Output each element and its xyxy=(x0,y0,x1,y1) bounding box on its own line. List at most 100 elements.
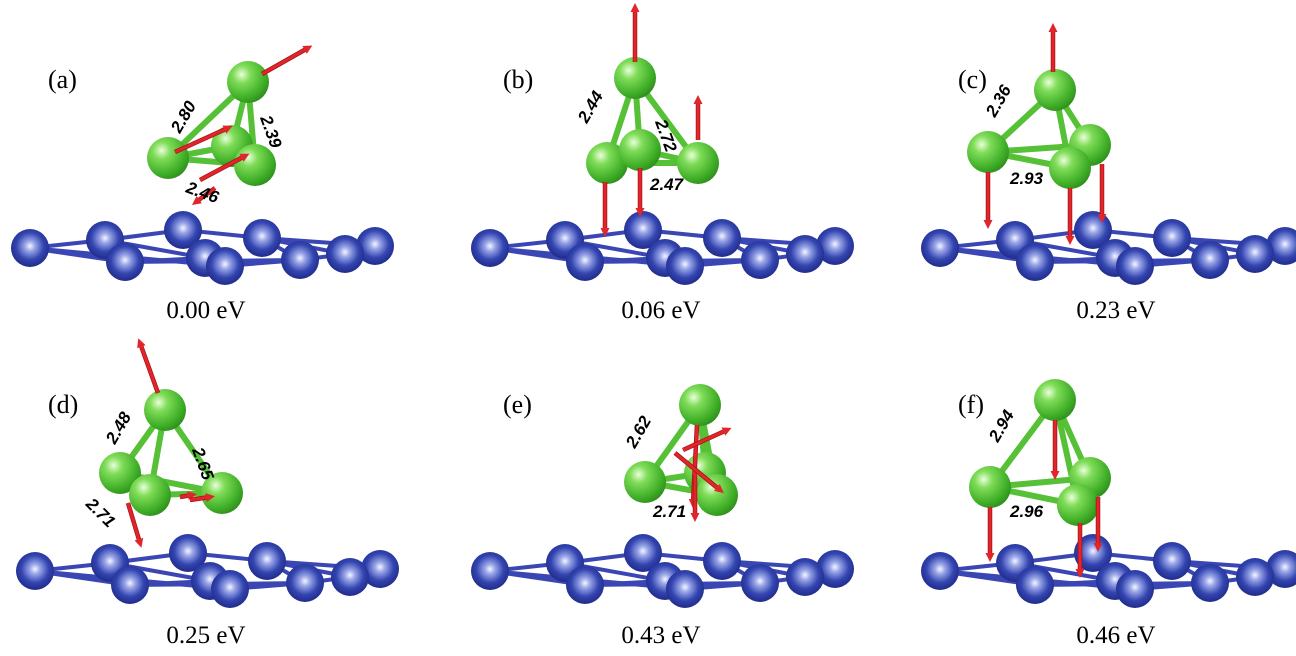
substrate-atom xyxy=(1191,241,1229,279)
energy-caption: 0.06 eV xyxy=(621,297,700,324)
bond-length-label: 2.46 xyxy=(183,178,222,208)
energy-caption: 0.43 eV xyxy=(621,622,700,649)
bond-length-label: 2.71 xyxy=(652,502,686,521)
cluster-atom xyxy=(696,474,738,516)
cluster-atom xyxy=(201,472,243,514)
panel-b: 2.442.722.47(b)0.06 eV xyxy=(471,3,854,324)
cluster-atom xyxy=(679,384,721,426)
substrate-atom xyxy=(281,241,319,279)
substrate-atom xyxy=(666,570,704,608)
substrate-atom xyxy=(106,243,144,281)
displacement-arrow xyxy=(174,125,233,154)
substrate-atom xyxy=(1116,247,1154,285)
cluster-atom xyxy=(614,57,656,99)
panel-a: 2.80 2.392.46(a)0.00 eV xyxy=(11,45,394,324)
cluster-atom xyxy=(1034,69,1076,111)
substrate-atom xyxy=(1236,558,1274,596)
panel-d: 2.48 2.65 2.71 (d) 0.25 eV xyxy=(16,338,399,649)
displacement-arrow xyxy=(126,502,144,548)
bond-length-label: 2.96 xyxy=(1009,502,1044,521)
bond-length-label: 2.62 xyxy=(622,412,656,451)
substrate-atom xyxy=(111,566,149,604)
substrate-atom xyxy=(741,564,779,602)
energy-caption: 0.00 eV xyxy=(166,297,245,324)
cluster-atom xyxy=(677,142,719,184)
cluster-atom xyxy=(1034,379,1076,421)
substrate-atom xyxy=(206,247,244,285)
cluster-atom xyxy=(129,474,171,516)
bond-length-label: 2.48 xyxy=(102,408,136,447)
substrate-atom xyxy=(703,542,741,580)
substrate-atom xyxy=(16,552,54,590)
displacement-arrow xyxy=(191,186,216,205)
displacement-arrow xyxy=(674,451,724,494)
substrate-atom xyxy=(1153,542,1191,580)
energy-caption: 0.23 eV xyxy=(1076,297,1155,324)
displacement-arrow xyxy=(179,491,197,501)
displacement-arrow xyxy=(682,427,732,452)
substrate-atom xyxy=(786,558,824,596)
panel-label: (c) xyxy=(958,65,987,94)
displacement-arrow xyxy=(261,45,313,76)
substrate-atom xyxy=(921,229,959,267)
bond-length-label: 2.93 xyxy=(1009,169,1044,188)
panel-e: 2.62 2.71 (e) 0.43 eV xyxy=(471,384,854,649)
substrate-atom xyxy=(624,534,662,572)
energy-caption: 0.25 eV xyxy=(166,622,245,649)
substrate-atom xyxy=(471,229,509,267)
cluster-atom xyxy=(234,144,276,186)
cluster-atom xyxy=(147,137,189,179)
cluster-atom xyxy=(1057,484,1099,526)
panel-label: (f) xyxy=(958,390,984,419)
substrate-atom xyxy=(1074,534,1112,572)
substrate-atom xyxy=(326,235,364,273)
substrate-atom xyxy=(1116,570,1154,608)
panel-label: (a) xyxy=(48,65,77,94)
panel-label: (b) xyxy=(503,65,533,94)
substrate-atom xyxy=(741,241,779,279)
bond-length-label: 2.65 xyxy=(188,444,218,483)
cluster-atom xyxy=(144,389,186,431)
bond-length-label: 2.94 xyxy=(985,406,1019,445)
bond-length-label: 2.71 xyxy=(81,494,119,532)
substrate-atom xyxy=(566,566,604,604)
substrate-atom xyxy=(331,558,369,596)
substrate-atom xyxy=(703,219,741,257)
displacement-arrow xyxy=(137,338,160,394)
substrate-atom xyxy=(1153,219,1191,257)
substrate-atom xyxy=(211,570,249,608)
substrate-atom xyxy=(164,211,202,249)
panel-label: (e) xyxy=(503,390,532,419)
substrate-atom xyxy=(921,552,959,590)
substrate-atom xyxy=(666,247,704,285)
bond-length-label: 2.47 xyxy=(649,175,685,194)
cluster-atom xyxy=(227,61,269,103)
substrate-atom xyxy=(11,229,49,267)
bond-length-label: 2.44 xyxy=(574,87,608,126)
substrate-atom xyxy=(1016,243,1054,281)
panel-label: (d) xyxy=(48,390,78,419)
substrate-atom xyxy=(566,243,604,281)
substrate-atom xyxy=(248,542,286,580)
substrate-atom xyxy=(243,219,281,257)
substrate-atom xyxy=(1016,566,1054,604)
substrate-atom xyxy=(356,227,394,265)
cluster-atom xyxy=(619,129,661,171)
substrate-atom xyxy=(471,552,509,590)
displacement-arrow xyxy=(189,493,215,503)
substrate-atom xyxy=(1236,235,1274,273)
substrate-atom xyxy=(624,211,662,249)
cluster-atom xyxy=(586,142,628,184)
cluster-atom xyxy=(1049,147,1091,189)
panel-f: 2.94 2.96 (f) 0.46 eV xyxy=(921,379,1296,649)
substrate-atom xyxy=(786,235,824,273)
substrate-atom xyxy=(169,534,207,572)
cluster-atom xyxy=(967,131,1009,173)
cluster-atom xyxy=(969,466,1011,508)
cluster-atom xyxy=(99,452,141,494)
substrate-atom xyxy=(816,227,854,265)
panel-c: 2.362.93(c)0.23 eV xyxy=(921,23,1296,324)
substrate-atom xyxy=(286,564,324,602)
displacement-arrow xyxy=(199,153,250,182)
